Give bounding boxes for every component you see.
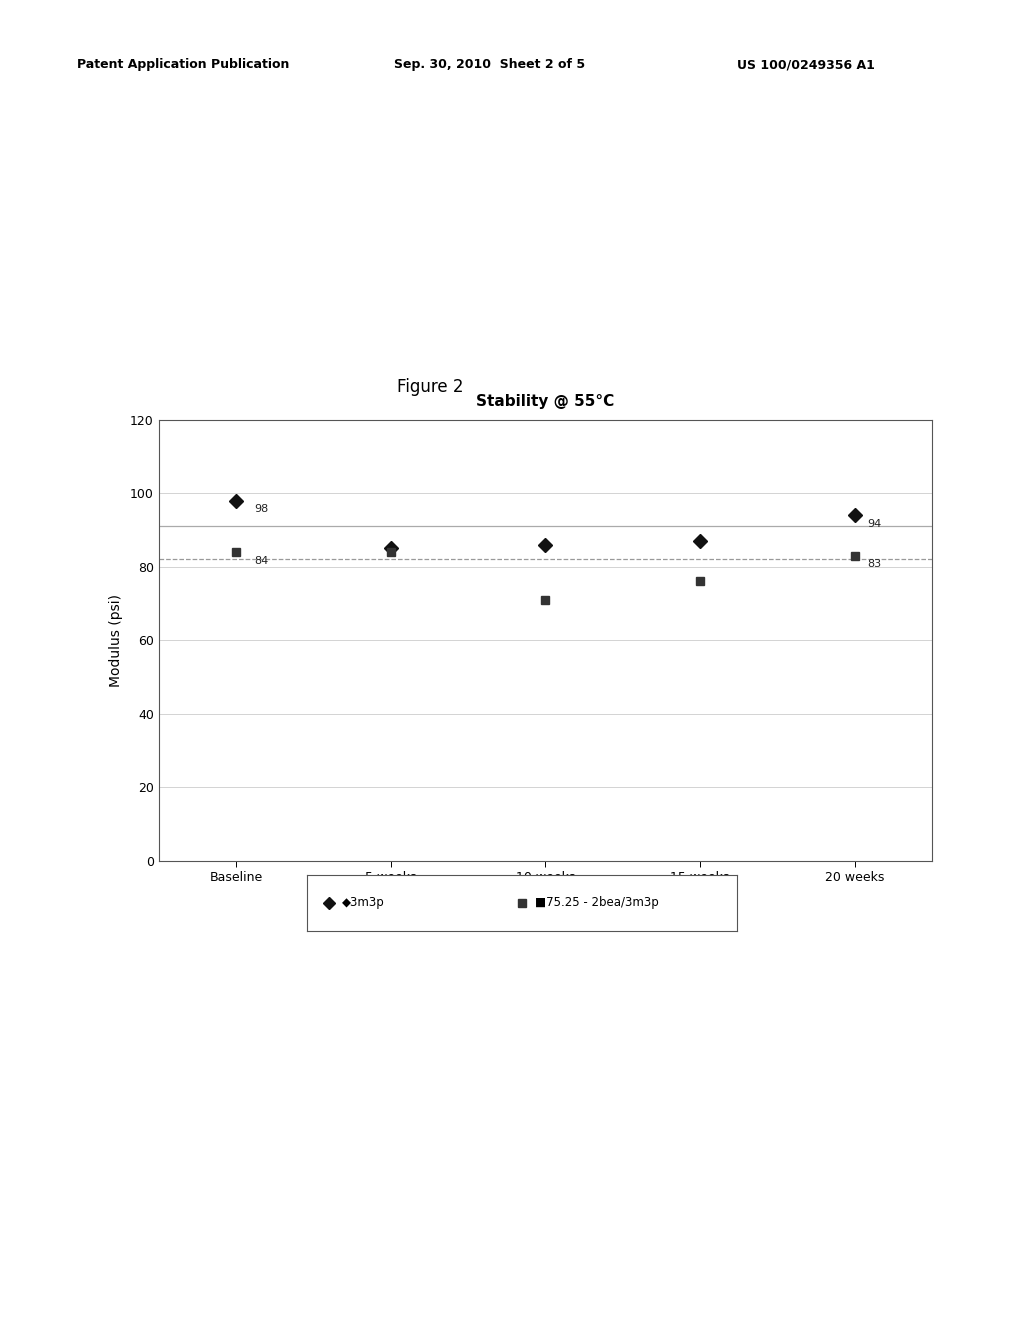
Text: ◆3m3p: ◆3m3p — [342, 896, 384, 909]
Text: Patent Application Publication: Patent Application Publication — [77, 58, 289, 71]
Text: 84: 84 — [255, 556, 269, 566]
Text: ■75.25 - 2bea/3m3p: ■75.25 - 2bea/3m3p — [536, 896, 658, 909]
Y-axis label: Modulus (psi): Modulus (psi) — [109, 594, 123, 686]
Text: 94: 94 — [867, 519, 881, 529]
Text: US 100/0249356 A1: US 100/0249356 A1 — [737, 58, 876, 71]
Title: Stability @ 55°C: Stability @ 55°C — [476, 393, 614, 409]
Text: Figure 2: Figure 2 — [397, 378, 463, 396]
Text: Sep. 30, 2010  Sheet 2 of 5: Sep. 30, 2010 Sheet 2 of 5 — [394, 58, 586, 71]
X-axis label: Time Intervals: Time Intervals — [489, 895, 601, 909]
Text: 83: 83 — [867, 560, 881, 569]
Text: 98: 98 — [255, 504, 269, 515]
